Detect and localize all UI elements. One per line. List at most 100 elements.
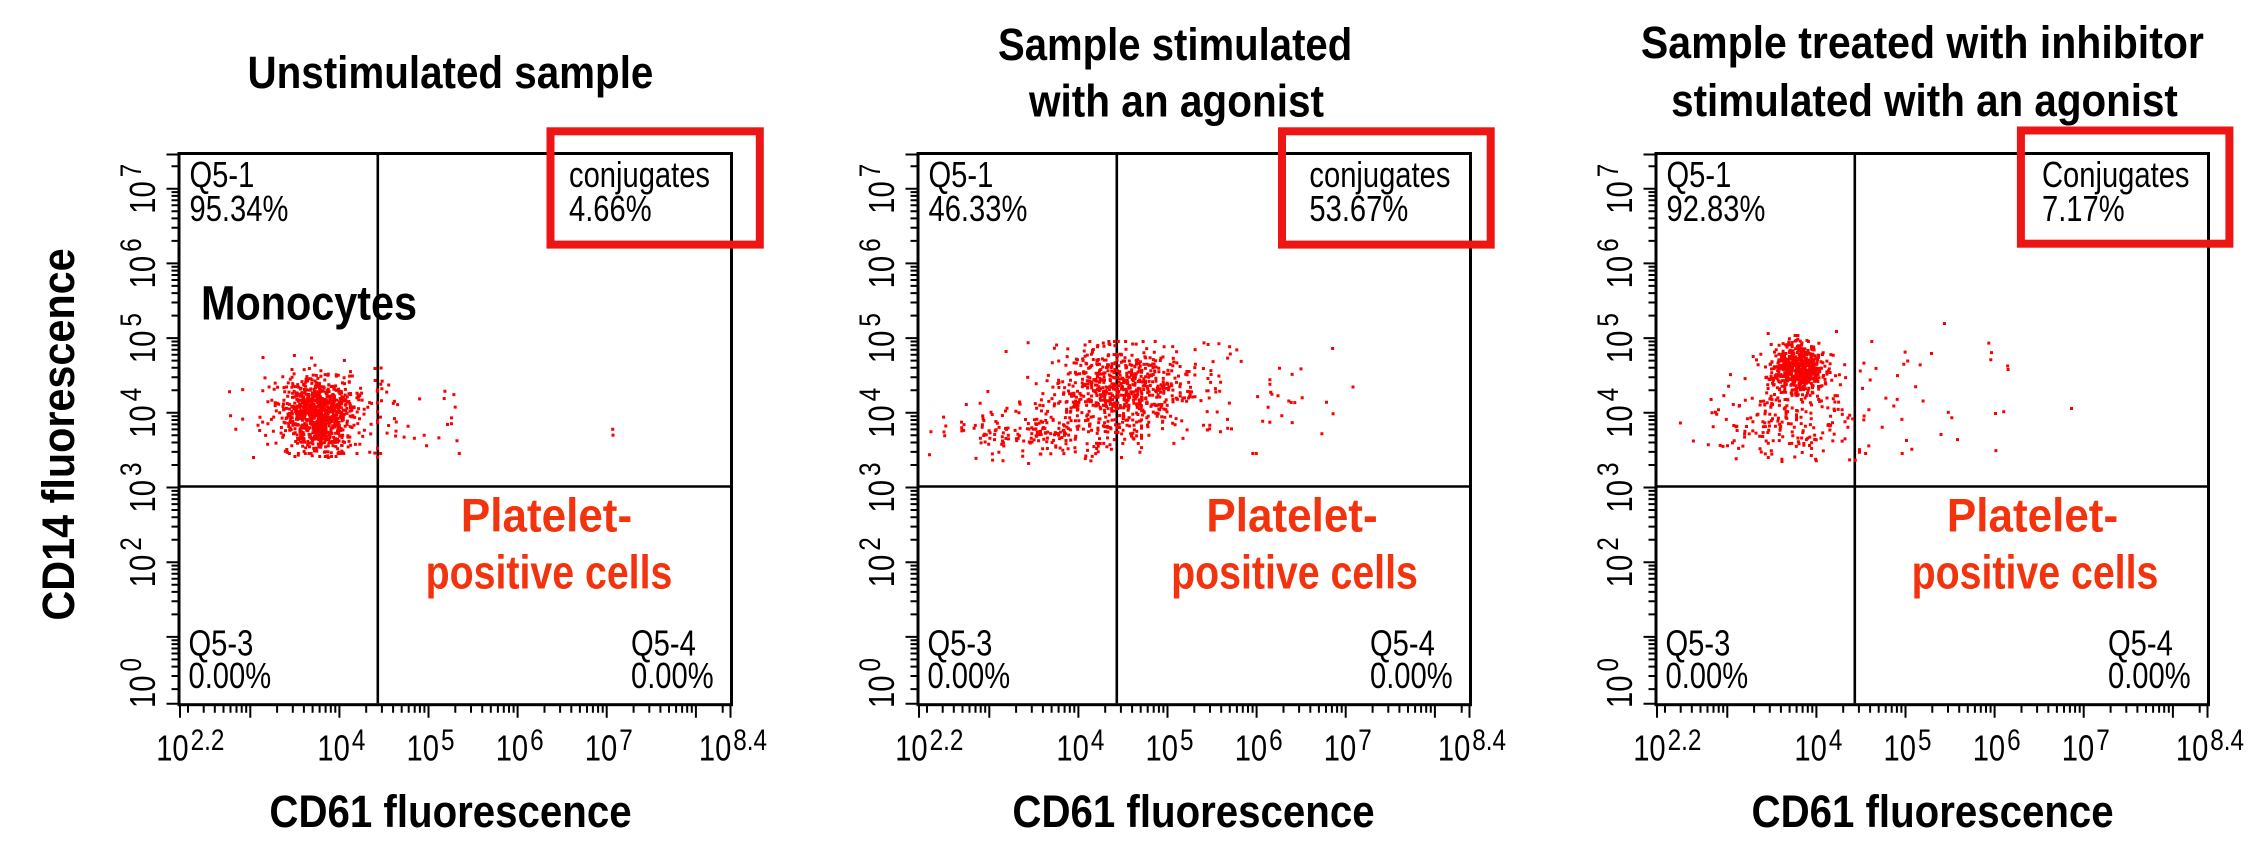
- svg-text:Sample stimulated: Sample stimulated: [998, 20, 1352, 71]
- svg-text:0.00%: 0.00%: [1666, 655, 1749, 696]
- svg-text:0.00%: 0.00%: [1370, 655, 1453, 696]
- svg-text:10: 10: [861, 555, 902, 587]
- svg-text:10: 10: [895, 728, 927, 769]
- svg-text:4: 4: [1091, 723, 1105, 757]
- svg-text:2.2: 2.2: [930, 723, 964, 757]
- svg-text:CD61 fluorescence: CD61 fluorescence: [1752, 787, 2114, 838]
- svg-text:2: 2: [853, 537, 887, 551]
- svg-text:10: 10: [122, 405, 163, 437]
- svg-text:Q5-3: Q5-3: [928, 622, 993, 663]
- svg-text:10: 10: [1973, 728, 2005, 769]
- svg-text:6: 6: [853, 238, 887, 252]
- svg-text:Platelet-: Platelet-: [461, 489, 632, 542]
- svg-text:Q5-1: Q5-1: [190, 154, 255, 195]
- svg-text:0.00%: 0.00%: [631, 655, 714, 696]
- svg-text:Sample treated with inhibitor: Sample treated with inhibitor: [1641, 18, 2204, 68]
- svg-text:Q5-4: Q5-4: [2108, 622, 2173, 663]
- svg-text:10: 10: [1599, 181, 1640, 213]
- svg-text:stimulated with an agonist: stimulated with an agonist: [1671, 76, 2178, 127]
- svg-text:10: 10: [1599, 555, 1640, 587]
- svg-text:10: 10: [122, 256, 163, 288]
- svg-text:Platelet-: Platelet-: [1947, 489, 2118, 542]
- svg-text:4: 4: [352, 723, 366, 757]
- svg-text:positive cells: positive cells: [426, 547, 673, 599]
- svg-text:CD14 fluorescence: CD14 fluorescence: [34, 248, 84, 620]
- svg-text:10: 10: [122, 676, 163, 708]
- svg-text:10: 10: [122, 331, 163, 363]
- svg-text:53.67%: 53.67%: [1309, 188, 1408, 229]
- svg-text:Monocytes: Monocytes: [201, 277, 417, 331]
- svg-text:10: 10: [861, 256, 902, 288]
- svg-text:0: 0: [1591, 658, 1625, 672]
- svg-text:10: 10: [1599, 331, 1640, 363]
- svg-text:10: 10: [1146, 728, 1178, 769]
- svg-text:6: 6: [2007, 723, 2021, 757]
- svg-text:10: 10: [122, 480, 163, 512]
- svg-text:conjugates: conjugates: [1309, 154, 1450, 195]
- svg-text:0.00%: 0.00%: [2108, 655, 2191, 696]
- svg-text:7: 7: [2096, 723, 2110, 757]
- svg-text:conjugates: conjugates: [569, 154, 710, 195]
- svg-text:6: 6: [1591, 238, 1625, 252]
- svg-text:6: 6: [1269, 723, 1283, 757]
- svg-text:10: 10: [2176, 728, 2208, 769]
- svg-text:10: 10: [496, 728, 528, 769]
- svg-text:10: 10: [1884, 728, 1916, 769]
- svg-text:10: 10: [122, 555, 163, 587]
- svg-text:10: 10: [1235, 728, 1267, 769]
- svg-text:4: 4: [853, 388, 887, 402]
- svg-text:10: 10: [1794, 728, 1826, 769]
- svg-text:10: 10: [317, 728, 349, 769]
- svg-text:2.2: 2.2: [1668, 723, 1702, 757]
- svg-text:10: 10: [699, 728, 731, 769]
- svg-text:7: 7: [1358, 723, 1372, 757]
- svg-text:10: 10: [861, 405, 902, 437]
- svg-text:10: 10: [1438, 728, 1470, 769]
- svg-text:positive cells: positive cells: [1912, 547, 2159, 599]
- svg-text:3: 3: [114, 462, 148, 476]
- svg-text:with an agonist: with an agonist: [1028, 76, 1324, 126]
- svg-text:0.00%: 0.00%: [189, 655, 272, 696]
- svg-text:10: 10: [585, 728, 617, 769]
- svg-text:2.2: 2.2: [191, 723, 225, 757]
- svg-text:10: 10: [1599, 676, 1640, 708]
- svg-text:6: 6: [530, 723, 544, 757]
- svg-text:10: 10: [861, 480, 902, 512]
- svg-text:10: 10: [1324, 728, 1356, 769]
- svg-text:8.4: 8.4: [733, 723, 767, 757]
- svg-text:2: 2: [1591, 537, 1625, 551]
- svg-text:10: 10: [861, 331, 902, 363]
- svg-text:Q5-4: Q5-4: [1370, 622, 1435, 663]
- svg-text:Q5-4: Q5-4: [631, 622, 696, 663]
- svg-text:5: 5: [114, 313, 148, 327]
- svg-text:7: 7: [1591, 164, 1625, 178]
- svg-text:0: 0: [114, 658, 148, 672]
- svg-text:4.66%: 4.66%: [569, 188, 652, 229]
- svg-text:0.00%: 0.00%: [928, 655, 1011, 696]
- svg-text:46.33%: 46.33%: [929, 188, 1028, 229]
- svg-text:6: 6: [114, 238, 148, 252]
- svg-text:8.4: 8.4: [2210, 723, 2244, 757]
- svg-text:Q5-3: Q5-3: [1666, 622, 1731, 663]
- svg-text:5: 5: [853, 313, 887, 327]
- svg-text:4: 4: [1591, 388, 1625, 402]
- svg-text:95.34%: 95.34%: [190, 188, 289, 229]
- svg-text:3: 3: [853, 462, 887, 476]
- svg-text:Platelet-: Platelet-: [1206, 489, 1377, 542]
- svg-text:5: 5: [441, 723, 455, 757]
- svg-text:10: 10: [156, 728, 188, 769]
- svg-text:Q5-3: Q5-3: [189, 622, 254, 663]
- svg-text:5: 5: [1180, 723, 1194, 757]
- svg-text:Conjugates: Conjugates: [2042, 154, 2189, 195]
- svg-text:10: 10: [1599, 256, 1640, 288]
- svg-text:CD61 fluorescence: CD61 fluorescence: [1012, 787, 1374, 838]
- svg-text:10: 10: [407, 728, 439, 769]
- svg-text:Q5-1: Q5-1: [929, 154, 994, 195]
- svg-text:positive cells: positive cells: [1171, 547, 1418, 599]
- svg-text:10: 10: [1599, 480, 1640, 512]
- svg-text:92.83%: 92.83%: [1667, 188, 1766, 229]
- svg-text:7: 7: [853, 164, 887, 178]
- svg-text:2: 2: [114, 537, 148, 551]
- svg-text:8.4: 8.4: [1472, 723, 1506, 757]
- svg-text:7: 7: [114, 164, 148, 178]
